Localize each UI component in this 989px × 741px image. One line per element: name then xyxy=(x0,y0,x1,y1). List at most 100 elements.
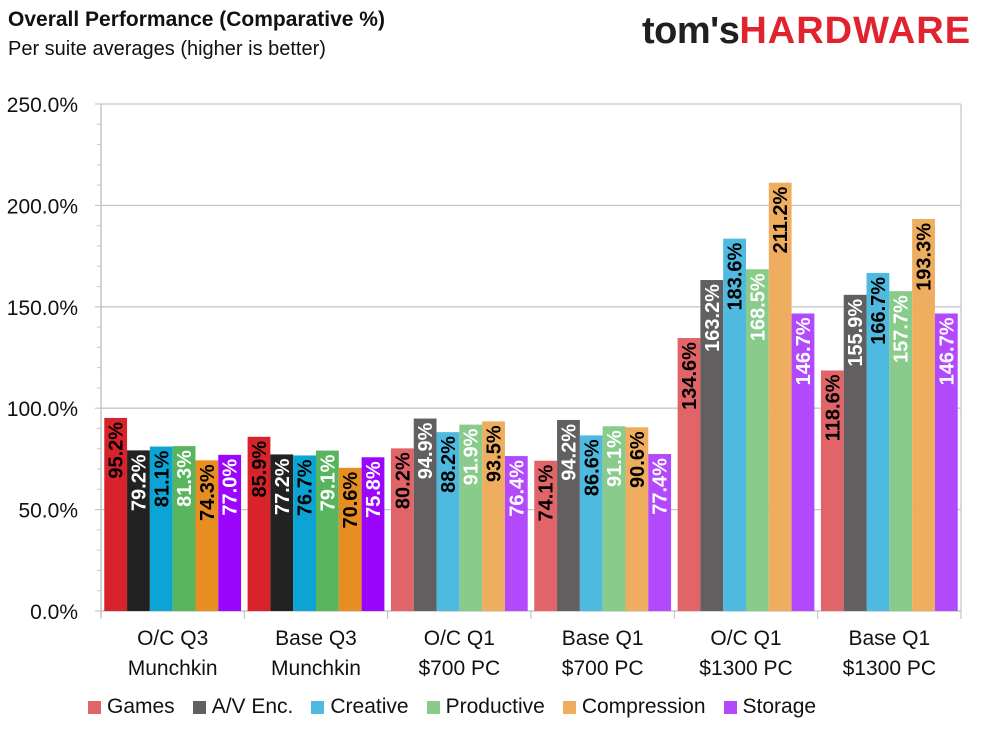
x-tick-label: O/C Q1 xyxy=(710,627,781,650)
data-label: 74.3% xyxy=(197,464,219,521)
data-label: 118.6% xyxy=(822,374,844,441)
bar-compression xyxy=(195,460,219,611)
bar-creative xyxy=(723,238,746,612)
bar-a-v-enc- xyxy=(700,280,724,611)
data-label: 76.7% xyxy=(295,459,317,516)
data-label: 74.1% xyxy=(536,465,558,522)
data-label: 163.2% xyxy=(702,284,724,352)
legend-label: Compression xyxy=(581,695,706,718)
data-label: 79.1% xyxy=(317,454,339,511)
legend-label: Storage xyxy=(742,695,817,718)
bar-storage xyxy=(218,454,242,611)
legend-swatch xyxy=(88,700,101,714)
legend-item: A/V Enc. xyxy=(192,695,294,719)
x-tick-label: Base Q1 xyxy=(848,627,930,650)
bar-a-v-enc- xyxy=(413,418,437,611)
bar-creative xyxy=(436,432,460,611)
legend-item: Storage xyxy=(723,695,817,719)
x-tick-label: $700 PC xyxy=(562,657,644,680)
data-label: 93.5% xyxy=(484,425,506,482)
bar-storage xyxy=(361,457,385,611)
legend-label: Productive xyxy=(445,695,545,718)
data-label: 85.9% xyxy=(249,441,271,498)
legend-swatch xyxy=(562,700,576,714)
data-label: 77.0% xyxy=(220,459,242,516)
x-tick-label: $1300 PC xyxy=(843,657,936,680)
logo-part-toms: tom's xyxy=(642,10,740,52)
y-tick-label: 250.0% xyxy=(7,94,78,117)
bar-productive xyxy=(459,424,483,611)
bar-games xyxy=(534,460,558,611)
bar-productive xyxy=(889,291,913,611)
data-label: 88.2% xyxy=(438,436,460,493)
bar-storage xyxy=(791,313,815,611)
data-label: 80.2% xyxy=(392,452,414,509)
bar-games xyxy=(104,417,128,611)
data-label: 90.6% xyxy=(627,431,649,488)
data-label: 193.3% xyxy=(914,223,936,291)
data-label: 134.6% xyxy=(679,342,701,410)
data-label: 70.6% xyxy=(340,472,362,529)
data-label: 183.6% xyxy=(725,242,747,310)
x-tick-label: O/C Q1 xyxy=(424,627,495,650)
bar-productive xyxy=(316,450,339,611)
data-label: 81.1% xyxy=(151,450,173,507)
legend-item: Productive xyxy=(426,695,545,719)
bar-storage xyxy=(934,313,958,611)
x-tick-label: O/C Q3 xyxy=(137,627,208,650)
data-label: 77.2% xyxy=(272,458,294,515)
bar-productive xyxy=(746,269,769,611)
data-label: 155.9% xyxy=(845,299,867,367)
bar-games xyxy=(247,436,271,611)
data-label: 76.4% xyxy=(506,460,528,517)
legend-label: A/V Enc. xyxy=(211,695,294,718)
data-label: 75.8% xyxy=(363,461,385,518)
y-tick-label: 100.0% xyxy=(7,398,78,421)
x-tick-label: Munchkin xyxy=(128,657,218,680)
logo-part-hardware: HARDWARE xyxy=(739,10,972,52)
bar-creative xyxy=(866,272,890,611)
legend-label: Games xyxy=(107,695,175,718)
bar-compression xyxy=(482,421,505,611)
legend-swatch xyxy=(311,700,325,714)
data-label: 94.2% xyxy=(558,424,580,481)
data-label: 91.9% xyxy=(461,428,483,485)
data-label: 95.2% xyxy=(106,422,128,479)
bar-storage xyxy=(504,456,528,611)
bar-games xyxy=(820,370,844,611)
chart-legend: Games A/V Enc. Creative Productive Compressi… xyxy=(88,692,834,722)
data-label: 77.4% xyxy=(650,458,672,515)
bar-compression xyxy=(768,182,792,611)
data-label: 94.9% xyxy=(415,422,437,479)
x-tick-label: Base Q3 xyxy=(275,627,357,650)
x-tick-label: $1300 PC xyxy=(699,657,792,680)
bar-storage xyxy=(648,454,672,611)
bar-creative xyxy=(579,435,603,611)
bar-productive xyxy=(172,446,196,611)
bar-productive xyxy=(602,426,626,611)
bar-a-v-enc- xyxy=(270,454,294,611)
bar-games xyxy=(677,338,701,611)
y-tick-label: 50.0% xyxy=(18,500,78,523)
bar-a-v-enc- xyxy=(843,294,867,611)
data-label: 79.2% xyxy=(128,454,150,511)
legend-item: Creative xyxy=(311,695,409,719)
data-label: 81.3% xyxy=(174,450,196,507)
toms-hardware-logo: tom'sHARDWARE xyxy=(642,10,971,53)
bar-a-v-enc- xyxy=(127,450,150,611)
chart-title: Overall Performance (Comparative %) xyxy=(8,8,385,31)
legend-item: Compression xyxy=(562,695,706,719)
bar-a-v-enc- xyxy=(557,419,580,611)
data-label: 157.7% xyxy=(891,295,913,363)
data-label: 91.1% xyxy=(604,430,626,487)
y-tick-label: 200.0% xyxy=(7,195,78,218)
legend-swatch xyxy=(426,700,440,714)
bar-compression xyxy=(912,218,935,611)
data-label: 211.2% xyxy=(770,186,792,253)
data-label: 146.7% xyxy=(936,317,958,385)
bar-games xyxy=(390,448,414,611)
data-label: 86.6% xyxy=(581,439,603,496)
x-tick-label: Munchkin xyxy=(271,657,361,680)
y-tick-label: 150.0% xyxy=(7,297,78,320)
